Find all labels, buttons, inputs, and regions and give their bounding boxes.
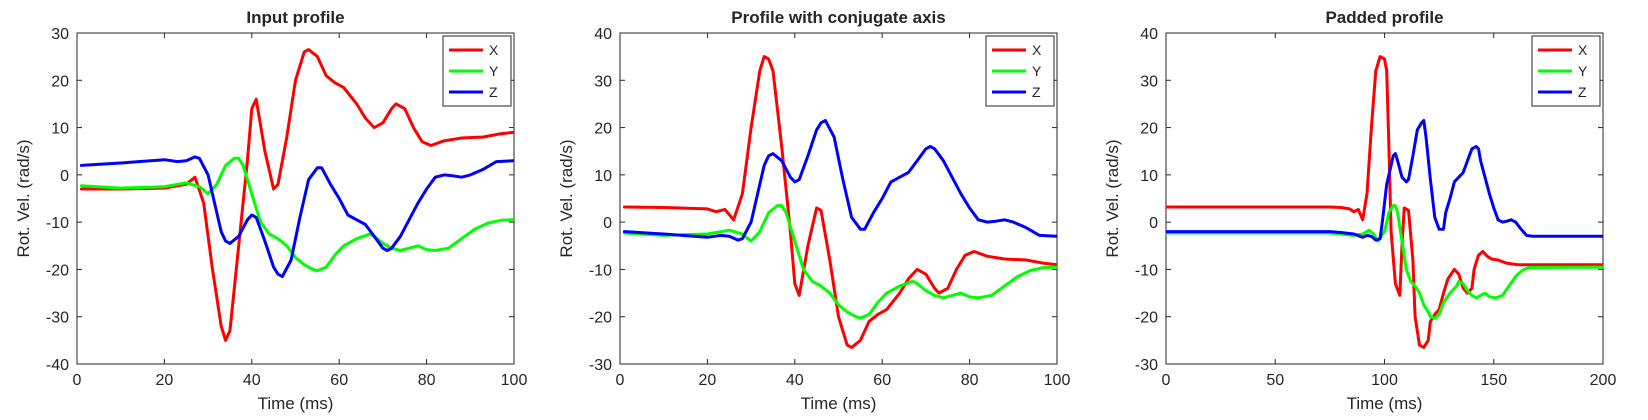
legend-label-y: Y	[1578, 63, 1588, 79]
y-axis-label: Rot. Vel. (rad/s)	[14, 139, 33, 257]
series-line-y	[79, 156, 514, 273]
y-tick-label: 10	[594, 168, 612, 185]
x-tick-label: 0	[616, 372, 625, 389]
y-tick-label: -30	[589, 357, 612, 374]
y-tick-label: 10	[1140, 168, 1158, 185]
x-tick-label: 20	[699, 372, 717, 389]
x-tick-label: 20	[156, 372, 174, 389]
x-axis-label: Time (ms)	[258, 394, 334, 413]
y-tick-label: 30	[1140, 73, 1158, 90]
y-tick-label: 0	[1149, 215, 1158, 232]
y-axis-label: Rot. Vel. (rad/s)	[557, 139, 576, 257]
chart-panel-2: 0 20 40 60 80 100 -30 -20 -10 0 10 20 30 40 Profile wi…	[557, 8, 1070, 413]
x-tick-label: 60	[330, 372, 348, 389]
y-tick-label: -10	[46, 215, 69, 232]
y-tick-label: -30	[46, 310, 69, 327]
x-tick-label: 80	[418, 372, 436, 389]
chart-title: Padded profile	[1325, 8, 1443, 27]
y-tick-label: 30	[51, 26, 69, 43]
series-line-z	[622, 119, 1057, 242]
legend-label-z: Z	[489, 84, 498, 100]
y-tick-label: -30	[1135, 357, 1158, 374]
legend-label-x: X	[489, 42, 499, 58]
legend: XYZ	[985, 35, 1055, 107]
legend-label-z: Z	[1032, 84, 1041, 100]
y-tick-label: 20	[594, 121, 612, 138]
y-tick-label: -10	[1135, 262, 1158, 279]
legend-label-x: X	[1032, 42, 1042, 58]
x-tick-label: 150	[1480, 372, 1507, 389]
x-tick-label: 50	[1266, 372, 1284, 389]
chart-title: Profile with conjugate axis	[731, 8, 945, 27]
x-tick-label: 100	[1371, 372, 1398, 389]
y-tick-label: 20	[51, 73, 69, 90]
x-tick-label: 80	[961, 372, 979, 389]
legend-label-z: Z	[1578, 84, 1587, 100]
x-axis-label: Time (ms)	[801, 394, 877, 413]
y-tick-label: -20	[46, 262, 69, 279]
chart-title: Input profile	[246, 8, 344, 27]
series-line-z	[1166, 119, 1603, 242]
x-tick-label: 200	[1590, 372, 1617, 389]
series-line-y	[622, 204, 1057, 320]
y-tick-label: -20	[1135, 310, 1158, 327]
chart-panel-1: 0 20 40 60 80 100 -40 -30 -20 -10 0 10 20 30 Input pro…	[14, 8, 527, 413]
y-tick-label: 10	[51, 121, 69, 138]
series-line-x	[1166, 55, 1603, 349]
y-tick-label: -20	[589, 310, 612, 327]
y-tick-label: -40	[46, 357, 69, 374]
y-axis-label: Rot. Vel. (rad/s)	[1103, 139, 1122, 257]
x-tick-label: 40	[786, 372, 804, 389]
x-tick-label: 60	[873, 372, 891, 389]
legend-label-y: Y	[489, 63, 499, 79]
series-line-x	[79, 48, 514, 342]
legend-label-y: Y	[1032, 63, 1042, 79]
x-axis-label: Time (ms)	[1347, 394, 1423, 413]
y-tick-label: 40	[594, 26, 612, 43]
series-line-y	[1166, 204, 1603, 320]
x-tick-label: 0	[1162, 372, 1171, 389]
legend: XYZ	[1531, 35, 1601, 107]
y-tick-label: 0	[603, 215, 612, 232]
series-line-z	[79, 155, 514, 278]
x-tick-label: 0	[73, 372, 82, 389]
legend: XYZ	[442, 35, 512, 107]
y-tick-label: 0	[60, 168, 69, 185]
chart-panel-3: 0 50 100 150 200 -30 -20 -10 0 10 20 30 40 Padded pro…	[1103, 8, 1616, 413]
legend-label-x: X	[1578, 42, 1588, 58]
y-tick-label: 40	[1140, 26, 1158, 43]
y-tick-label: -10	[589, 262, 612, 279]
x-tick-label: 100	[501, 372, 528, 389]
y-tick-label: 20	[1140, 121, 1158, 138]
x-tick-label: 100	[1044, 372, 1071, 389]
series-line-x	[622, 55, 1057, 349]
x-tick-label: 40	[243, 372, 261, 389]
y-tick-label: 30	[594, 73, 612, 90]
